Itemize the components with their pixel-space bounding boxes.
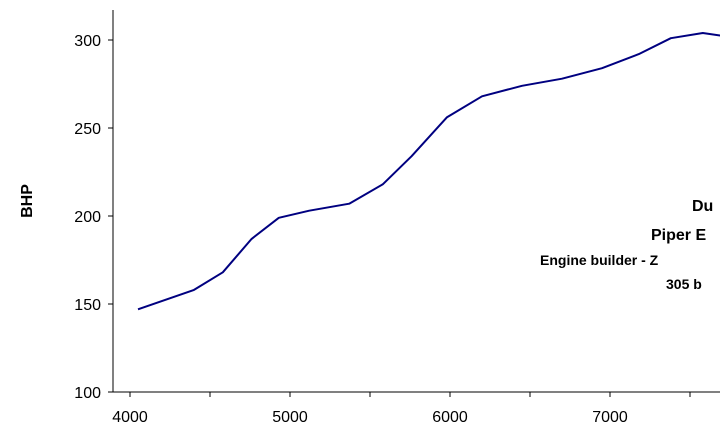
x-tick-label: 7000 [592,409,628,426]
series-line-0 [137,32,720,311]
ticks: 100 150 200 250 300 4000 5000 6000 7000 [74,33,691,426]
annotation-line-1: Du [692,198,713,215]
annotation-block: Du Piper E Engine builder - Z 305 b [540,198,713,292]
y-tick-label: 150 [74,297,101,314]
x-tick-label: 4000 [112,409,148,426]
y-axis-title: BHP [19,184,36,218]
y-tick-label: 250 [74,121,101,138]
annotation-line-4: 305 b [666,276,702,292]
y-tick-label: 100 [74,385,101,402]
x-tick-label: 5000 [272,409,308,426]
axes [112,10,720,393]
x-tick-label: 6000 [432,409,468,426]
y-tick-label: 200 [74,209,101,226]
annotation-line-2: Piper E [651,227,706,244]
series-layer [137,32,720,311]
annotation-line-3: Engine builder - Z [540,252,659,268]
y-tick-label: 300 [74,33,101,50]
